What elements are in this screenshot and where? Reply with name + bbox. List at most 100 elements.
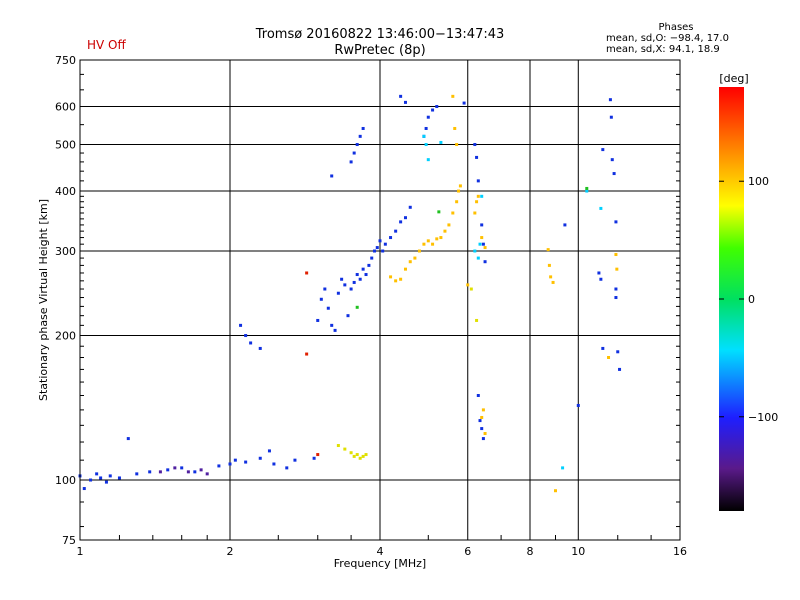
- data-point: [361, 126, 365, 130]
- data-point: [403, 216, 407, 220]
- data-point: [435, 105, 439, 109]
- data-point: [323, 287, 327, 291]
- data-point: [346, 314, 350, 318]
- data-point: [422, 134, 426, 138]
- title-line-2: RwPretec (8p): [334, 43, 426, 58]
- data-point: [443, 229, 447, 233]
- data-point: [408, 260, 412, 264]
- x-tick-label: 4: [377, 545, 384, 558]
- data-point: [609, 115, 613, 119]
- data-point: [333, 328, 337, 332]
- data-point: [326, 306, 330, 310]
- axis-ticks: 1 2 4 6 8 10 16 75 100 200 300 400 500 600 750: [55, 54, 687, 558]
- data-point: [330, 323, 334, 327]
- data-point: [378, 239, 382, 243]
- data-point: [618, 367, 622, 371]
- data-point: [610, 158, 614, 162]
- data-point: [476, 394, 480, 398]
- data-point: [439, 140, 443, 144]
- data-point: [615, 267, 619, 271]
- data-point: [312, 456, 316, 460]
- data-point: [417, 249, 421, 253]
- data-point: [478, 242, 482, 246]
- data-point: [408, 205, 412, 209]
- data-point: [358, 277, 362, 281]
- data-point: [355, 453, 359, 457]
- data-point: [99, 476, 103, 480]
- y-tick-label: 300: [55, 245, 76, 258]
- data-point: [481, 437, 485, 441]
- title-line-1: Tromsø 20160822 13:46:00−13:47:43: [255, 27, 505, 42]
- data-point: [599, 206, 603, 210]
- data-point: [361, 454, 365, 458]
- data-point: [480, 194, 484, 198]
- phase-o-line: mean, sd,O: −98.4, 17.0: [606, 33, 729, 44]
- x-tick-label: 1: [77, 545, 84, 558]
- data-point: [355, 273, 359, 277]
- data-point: [458, 184, 462, 188]
- data-point: [352, 151, 356, 155]
- phase-x-line: mean, sd,X: 94.1, 18.9: [606, 44, 720, 55]
- data-point: [476, 256, 480, 260]
- data-point: [599, 277, 603, 281]
- grid-lines: [80, 60, 680, 540]
- data-point: [389, 236, 393, 240]
- data-point: [173, 466, 177, 470]
- data-point: [383, 242, 387, 246]
- data-point: [597, 271, 601, 275]
- y-tick-label: 600: [55, 101, 76, 114]
- data-point: [480, 427, 484, 431]
- data-point: [473, 143, 477, 147]
- data-point: [399, 220, 403, 224]
- data-point: [481, 242, 485, 246]
- phase-title: Phases: [658, 22, 694, 33]
- data-point: [403, 100, 407, 104]
- data-point: [551, 280, 555, 284]
- data-point: [473, 211, 477, 215]
- data-point: [340, 277, 344, 281]
- data-point: [352, 280, 356, 284]
- x-tick-label: 2: [227, 545, 234, 558]
- data-point: [305, 352, 309, 356]
- data-point: [370, 256, 374, 260]
- data-point: [343, 283, 347, 287]
- data-point: [426, 115, 430, 119]
- data-point: [424, 126, 428, 130]
- phase-info: Phases mean, sd,O: −98.4, 17.0 mean, sd,…: [606, 22, 746, 55]
- data-point: [607, 355, 611, 359]
- data-point: [437, 210, 441, 214]
- colorbar-unit: [deg]: [719, 72, 748, 85]
- data-point: [355, 143, 359, 147]
- data-point: [108, 474, 112, 478]
- data-point: [480, 223, 484, 227]
- data-point: [343, 447, 347, 451]
- data-point: [426, 158, 430, 162]
- data-point: [258, 346, 262, 350]
- data-point: [469, 287, 473, 291]
- colorbar-ticks: 100 0 −100: [719, 175, 778, 424]
- data-point: [228, 462, 232, 466]
- data-point: [435, 237, 439, 241]
- data-point: [553, 489, 557, 493]
- data-point: [475, 200, 479, 204]
- colorbar-tick-label: −100: [748, 411, 778, 424]
- data-point: [576, 403, 580, 407]
- data-point: [349, 451, 353, 455]
- data-point: [475, 155, 479, 159]
- data-point: [217, 464, 221, 468]
- data-point: [546, 248, 550, 252]
- data-point: [316, 318, 320, 322]
- plot-frame: [79, 59, 681, 541]
- data-point: [616, 350, 620, 354]
- data-point: [426, 239, 430, 243]
- y-tick-label: 75: [62, 534, 76, 547]
- data-point: [549, 275, 553, 279]
- data-point: [104, 480, 108, 484]
- x-tick-label: 8: [527, 545, 534, 558]
- y-axis-label: Stationary phase Virtual Height [km]: [37, 199, 50, 401]
- data-point: [186, 470, 190, 474]
- data-point: [585, 186, 589, 190]
- data-point: [585, 189, 589, 193]
- data-point: [466, 283, 470, 287]
